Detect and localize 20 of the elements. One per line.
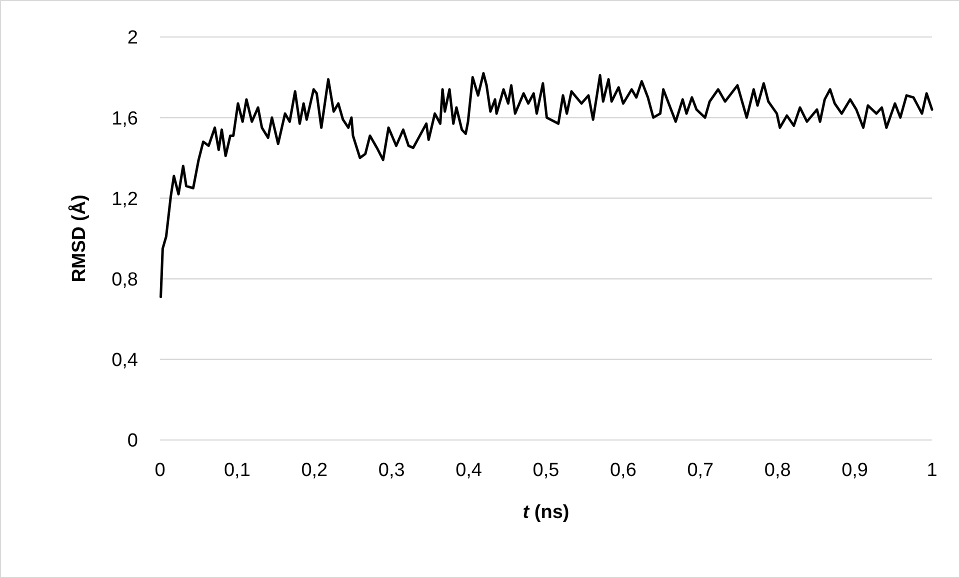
x-tick-label: 0,8: [764, 460, 791, 481]
x-tick-label: 0,3: [378, 460, 405, 481]
x-tick-label: 0,7: [687, 460, 714, 481]
y-axis-title: RMSD (Å): [68, 194, 90, 282]
x-tick-label: 0,4: [456, 460, 482, 481]
x-tick-label: 1: [926, 460, 938, 481]
x-tick-label: 0,2: [301, 460, 328, 481]
x-tick-label: 0,9: [842, 460, 868, 481]
y-tick-label: 0,8: [112, 269, 138, 290]
x-tick-label: 0,5: [532, 460, 560, 481]
y-tick-label: 0,4: [112, 350, 138, 372]
y-tick-label: 2: [127, 28, 138, 49]
y-tick-label: 0: [127, 430, 138, 452]
line-series: [160, 72, 934, 298]
x-tick-label: 0: [154, 460, 166, 481]
x-tick-label: 0,6: [610, 460, 636, 481]
y-tick-label: 1,2: [112, 188, 138, 210]
y-tick-label: 1,6: [112, 108, 138, 130]
x-tick-label: 0,1: [224, 460, 250, 481]
x-axis-title: t (ns): [522, 502, 570, 523]
